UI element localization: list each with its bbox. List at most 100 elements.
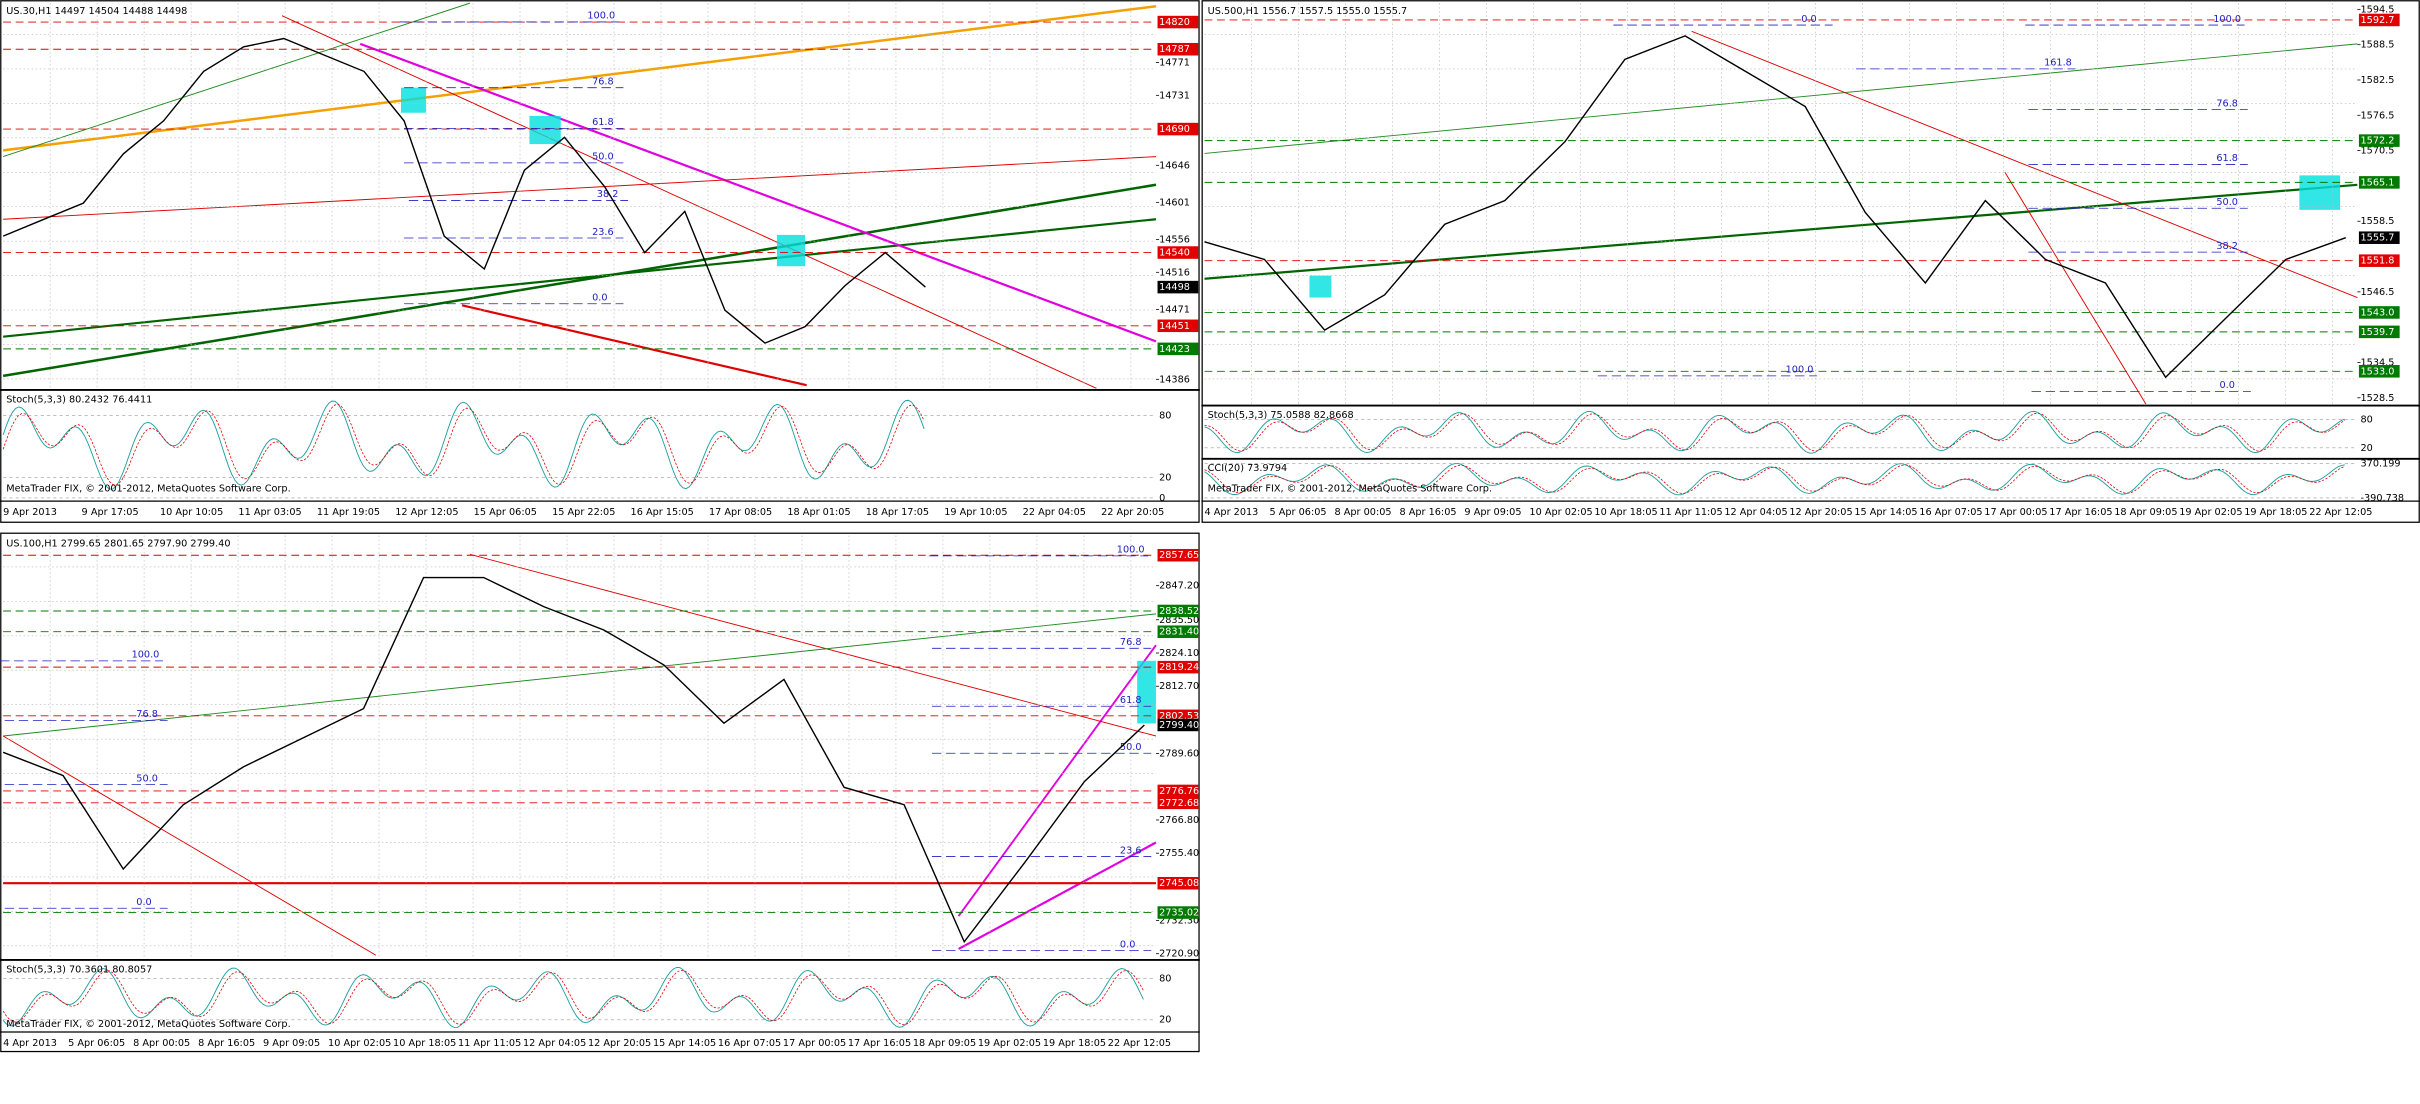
watermark: MetaTrader FIX, © 2001-2012, MetaQuotes … <box>1208 484 1492 495</box>
price-tick-label: 2824.10 <box>1159 648 1199 659</box>
price-marker-label: 2799.40 <box>1159 720 1199 731</box>
price-marker-label: 14690 <box>1159 124 1190 135</box>
price-tick-label: 1588.5 <box>2360 40 2394 51</box>
date-label: 9 Apr 09:05 <box>1464 507 1521 518</box>
fib-label: 0.0 <box>592 293 607 304</box>
price-marker-label: 2831.40 <box>1159 627 1199 638</box>
price-marker-label: 2802.53 <box>1159 711 1199 722</box>
indicator-tick-label: 80 <box>1159 973 1171 984</box>
chart-panel: 2847.20 2835.50 2824.10 2812.70 2789.60 2766.… <box>0 532 1200 1053</box>
date-label: 12 Apr 20:05 <box>1789 507 1852 518</box>
date-label: 9 Apr 2013 <box>3 507 57 518</box>
price-marker <box>2358 134 2400 147</box>
oscillator-main <box>1204 463 2345 496</box>
price-marker-label: 1533.0 <box>2360 366 2394 377</box>
date-label: 22 Apr 12:05 <box>2309 507 2372 518</box>
price-marker-label: 14423 <box>1159 344 1190 355</box>
indicator-header: CCI(20) 73.9794 <box>1208 463 1288 474</box>
price-marker <box>1157 604 1199 618</box>
date-label: 15 Apr 06:05 <box>474 507 537 518</box>
price-marker <box>1157 280 1199 294</box>
date-label: 12 Apr 20:05 <box>588 1038 651 1049</box>
date-label: 19 Apr 02:05 <box>2179 507 2242 518</box>
fib-label: 23.6 <box>1120 845 1142 856</box>
fib-label: 76.8 <box>136 709 158 720</box>
indicator-tick-label: 20 <box>2360 443 2372 454</box>
price-marker <box>1157 42 1199 56</box>
date-label: 17 Apr 16:05 <box>2049 507 2112 518</box>
date-label: 10 Apr 10:05 <box>160 507 223 518</box>
indicator-tick-label: 80 <box>1159 410 1171 421</box>
price-tick-label: 1582.5 <box>2360 75 2394 86</box>
price-marker <box>1157 718 1199 732</box>
price-tick-label: 14516 <box>1159 267 1190 278</box>
date-label: 10 Apr 18:05 <box>393 1038 456 1049</box>
price-marker-label: 1539.7 <box>2360 327 2394 338</box>
oscillator-signal <box>1204 464 2345 494</box>
fib-label: 0.0 <box>1120 939 1135 950</box>
indicator-tick-label: 80 <box>2360 415 2372 426</box>
price-tick-label: 2789.60 <box>1159 749 1199 760</box>
fib-label: 50.0 <box>592 152 614 163</box>
date-label: 17 Apr 00:05 <box>1984 507 2047 518</box>
price-marker-label: 2857.65 <box>1159 550 1199 561</box>
fib-label: 38.2 <box>597 189 619 200</box>
price-marker-label: 14498 <box>1159 282 1190 293</box>
price-marker <box>1157 122 1199 136</box>
price-marker <box>1157 625 1199 638</box>
chart-panel: 14771 14731 14646 14601 14556 14516 14471 14386… <box>0 0 1200 523</box>
date-label: 16 Apr 07:05 <box>1919 507 1982 518</box>
price-tick-label: 1534.5 <box>2360 357 2394 368</box>
price-marker <box>1157 796 1199 810</box>
indicator-tick-label: 0 <box>1159 493 1165 504</box>
price-marker-label: 1572.2 <box>2360 136 2394 147</box>
symbol-header: US.100,H1 2799.65 2801.65 2797.90 2799.4… <box>6 538 230 549</box>
date-label: 18 Apr 17:05 <box>866 507 929 518</box>
fib-label: 161.8 <box>2044 58 2072 69</box>
fib-label: 100.0 <box>1786 365 1814 376</box>
date-label: 17 Apr 00:05 <box>783 1038 846 1049</box>
date-label: 22 Apr 20:05 <box>1101 507 1164 518</box>
fib-label: 50.0 <box>2216 197 2238 208</box>
fib-label: 50.0 <box>136 773 158 784</box>
indicator-header: Stoch(5,3,3) 70.3601 80.8057 <box>6 964 152 975</box>
price-marker <box>1157 784 1199 798</box>
price-tick-label: 2847.20 <box>1159 581 1199 592</box>
date-label: 9 Apr 17:05 <box>82 507 139 518</box>
oscillator-signal <box>1204 412 2346 452</box>
date-label: 12 Apr 04:05 <box>523 1038 586 1049</box>
date-label: 17 Apr 08:05 <box>709 507 772 518</box>
price-marker <box>1157 15 1199 29</box>
date-label: 11 Apr 19:05 <box>317 507 380 518</box>
panel-frame <box>1201 0 2420 523</box>
date-label: 15 Apr 14:05 <box>653 1038 716 1049</box>
fib-label: 76.8 <box>592 76 614 87</box>
price-marker <box>1157 342 1199 356</box>
indicator-header: Stoch(5,3,3) 75.0588 82.8668 <box>1208 410 1354 421</box>
price-marker-label: 2776.76 <box>1159 786 1199 797</box>
date-label: 19 Apr 02:05 <box>978 1038 1041 1049</box>
fib-label: 50.0 <box>1120 742 1142 753</box>
symbol-header: US.500,H1 1556.7 1557.5 1555.0 1555.7 <box>1208 6 1408 17</box>
price-marker-label: 1555.7 <box>2360 233 2394 244</box>
date-label: 15 Apr 22:05 <box>552 507 615 518</box>
price-tick-label: 1594.5 <box>2360 4 2394 15</box>
watermark: MetaTrader FIX, © 2001-2012, MetaQuotes … <box>6 484 290 495</box>
oscillator-signal <box>2 404 925 486</box>
fib-label: 61.8 <box>592 117 614 128</box>
fib-label: 100.0 <box>587 11 615 22</box>
date-label: 11 Apr 03:05 <box>238 507 301 518</box>
price-tick-label: 2720.90 <box>1159 949 1199 960</box>
date-label: 18 Apr 09:05 <box>2114 507 2177 518</box>
indicator-tick-label: 20 <box>1159 472 1171 483</box>
date-label: 10 Apr 18:05 <box>1594 507 1657 518</box>
price-marker <box>1157 876 1199 890</box>
date-label: 10 Apr 02:05 <box>328 1038 391 1049</box>
price-tick-label: 2755.40 <box>1159 848 1199 859</box>
oscillator-main <box>2 399 925 490</box>
price-marker <box>2358 325 2400 339</box>
price-tick-label: 1570.5 <box>2360 146 2394 157</box>
fib-label: 0.0 <box>1801 14 1816 25</box>
